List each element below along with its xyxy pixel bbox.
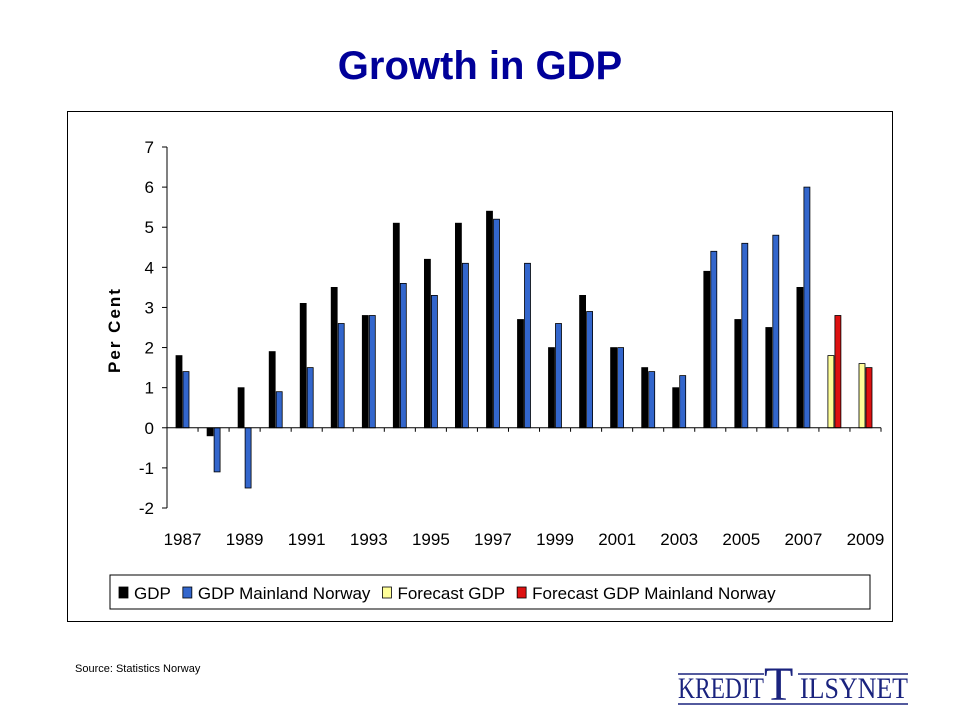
bar-gdp-2007	[796, 286, 804, 429]
bar-gdp-1997	[486, 210, 493, 429]
bar-gdp-mainland-norway-2006	[772, 234, 780, 429]
bar-gdp-2001	[610, 347, 617, 429]
bar-gdp-1996	[454, 222, 462, 429]
x-tick-label: 2005	[722, 530, 760, 549]
bar-gdp-mainland-norway-2004	[710, 250, 718, 429]
bar-gdp-mainland-norway-1987	[182, 371, 190, 429]
legend-label: Forecast GDP Mainland Norway	[532, 584, 776, 603]
y-tick-label: 6	[145, 178, 154, 197]
logo-text-big-t: T	[764, 660, 793, 710]
bar-gdp-1992	[330, 286, 338, 429]
bar-gdp-2005	[734, 319, 742, 429]
bar-gdp-1993	[361, 315, 369, 429]
bar-gdp-mainland-norway-1991	[306, 367, 314, 429]
x-tick-label: 1997	[474, 530, 512, 549]
bar-gdp-mainland-norway-2002	[648, 371, 656, 429]
y-tick-label: 5	[145, 218, 154, 237]
bar-gdp-1990	[268, 351, 276, 429]
bar-gdp-mainland-norway-1992	[337, 323, 345, 429]
bar-gdp-1995	[423, 258, 431, 429]
x-tick-label: 2007	[784, 530, 822, 549]
y-tick-label: 0	[145, 419, 154, 438]
y-tick-label: 4	[145, 258, 154, 277]
bar-gdp-1989	[237, 387, 245, 429]
bar-chart: -2 -1 0 1 2 3 4 5 6 7 1987 1989 1991 1993 1995 1997 1999…	[105, 138, 885, 610]
bar-gdp-mainland-norway-2003	[679, 375, 687, 429]
bar-gdp-2000	[579, 294, 587, 429]
legend-label: GDP Mainland Norway	[198, 584, 371, 603]
kredittilsynet-logo: KREDIT T ILSYNET	[678, 660, 908, 710]
y-tick-label: 3	[145, 298, 154, 317]
legend-swatch	[382, 586, 392, 599]
x-tick-label: 2001	[598, 530, 636, 549]
legend-swatch	[118, 586, 129, 599]
x-tick-label: 1991	[288, 530, 326, 549]
logo-text-kredit: KREDIT	[678, 672, 764, 705]
legend-box	[109, 574, 871, 610]
axes: -2 -1 0 1 2 3 4 5 6 7 1987 1989 1991 1993 1995 1997 1999…	[139, 138, 885, 549]
bar-gdp-mainland-norway-1998	[524, 262, 531, 429]
bar-gdp-mainland-norway-1989	[244, 427, 252, 489]
bar-gdp-mainland-norway-1988	[213, 427, 221, 473]
x-tick-label: 1989	[226, 530, 264, 549]
bars-layer	[175, 186, 873, 489]
bar-gdp-2002	[641, 367, 649, 429]
chart-area: -2 -1 0 1 2 3 4 5 6 7 1987 1989 1991 1993 1995 1997 1999…	[67, 111, 893, 622]
bar-gdp-mainland-norway-2001	[617, 347, 624, 429]
bar-gdp-2004	[703, 270, 711, 429]
x-tick-label: 1995	[412, 530, 450, 549]
bar-gdp-mainland-norway-1990	[275, 391, 283, 429]
bar-gdp-mainland-norway-2007	[803, 186, 811, 429]
bar-gdp-2003	[672, 387, 680, 429]
x-tick-label: 2003	[660, 530, 698, 549]
legend-swatch	[516, 586, 527, 599]
y-tick-label: 1	[145, 379, 154, 398]
bar-gdp-2006	[765, 327, 773, 429]
bar-forecast-gdp-2009	[858, 363, 866, 429]
bar-gdp-mainland-norway-1996	[461, 262, 469, 429]
bar-gdp-mainland-norway-2000	[586, 311, 593, 429]
bar-gdp-1994	[392, 222, 400, 429]
x-tick-label: 2009	[847, 530, 885, 549]
y-tick-label: -2	[139, 499, 154, 518]
x-tick-label: 1987	[164, 530, 202, 549]
bar-forecast-gdp-mainland-norway-2008	[834, 315, 842, 429]
y-tick-label: 2	[145, 339, 154, 358]
source-note: Source: Statistics Norway	[75, 663, 201, 675]
bar-gdp-1987	[175, 355, 183, 429]
bar-forecast-gdp-mainland-norway-2009	[865, 367, 873, 429]
bar-gdp-mainland-norway-1993	[368, 315, 376, 429]
x-tick-label: 1999	[536, 530, 574, 549]
y-tick-label: -1	[139, 459, 154, 478]
y-tick-label: 7	[145, 138, 154, 157]
bar-gdp-1991	[299, 302, 307, 429]
bar-gdp-mainland-norway-1997	[493, 218, 500, 429]
bar-gdp-mainland-norway-1995	[430, 294, 438, 429]
legend-label: Forecast GDP	[397, 584, 505, 603]
page-title: Growth in GDP	[337, 44, 623, 88]
bar-gdp-mainland-norway-1999	[555, 323, 562, 429]
logo-text-ilsynet: ILSYNET	[800, 672, 908, 705]
bar-gdp-1999	[548, 347, 555, 429]
legend-label: GDP	[134, 584, 171, 603]
bar-gdp-1998	[517, 319, 524, 429]
legend: GDP GDP Mainland Norway Forecast GDP Foreca…	[109, 574, 871, 610]
y-axis-label: Per Cent	[105, 287, 124, 373]
x-tick-label: 1993	[350, 530, 388, 549]
legend-swatch	[182, 586, 193, 599]
bar-gdp-1988	[206, 427, 214, 437]
bar-gdp-mainland-norway-1994	[399, 282, 407, 429]
bar-forecast-gdp-2008	[827, 355, 835, 429]
bar-gdp-mainland-norway-2005	[741, 242, 749, 429]
